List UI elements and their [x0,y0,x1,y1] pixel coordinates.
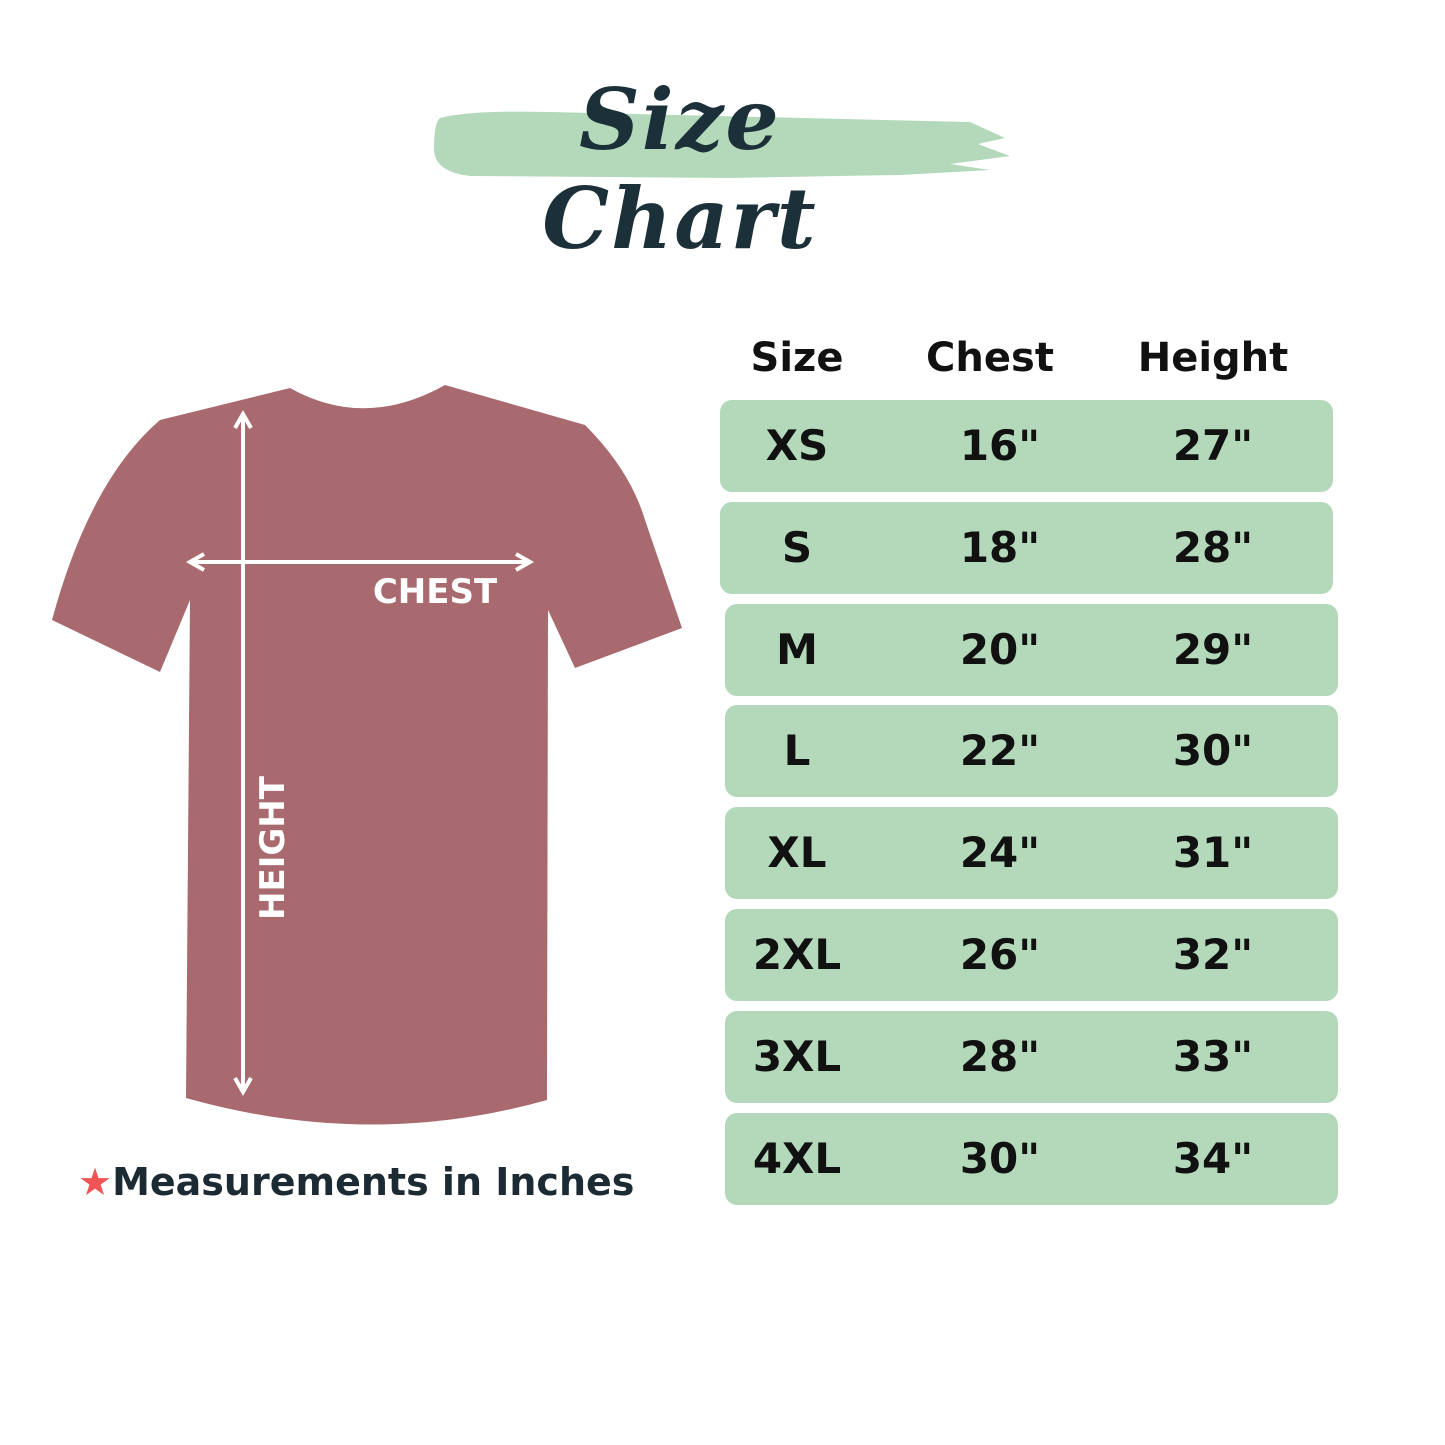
table-row: XS 16" 27" [720,400,1333,492]
header-height: Height [1137,335,1289,381]
cell-size: 4XL [752,1133,842,1183]
cell-size: XS [765,421,829,470]
cell-height: 28" [1172,522,1254,572]
cell-chest: 20" [959,624,1041,674]
cell-height: 29" [1172,624,1254,674]
cell-height: 27" [1172,421,1254,470]
table-row: S 18" 28" [720,501,1333,594]
cell-height: 31" [1172,828,1254,878]
star-icon: ★ [78,1160,113,1204]
cell-size: 3XL [752,1031,842,1081]
chest-arrow [185,552,535,572]
table-row: 3XL 28" 33" [725,1010,1338,1103]
note-text: Measurements in Inches [112,1160,635,1204]
cell-height: 32" [1172,930,1254,979]
table-row: XL 24" 31" [725,807,1338,900]
cell-size: 2XL [752,930,842,979]
tshirt-shape [52,385,682,1125]
cell-height: 33" [1172,1031,1254,1081]
chest-label: CHEST [373,572,498,612]
cell-size: XL [767,828,827,878]
header-size: Size [750,335,844,381]
height-label: HEIGHT [253,775,293,920]
tshirt-illustration: CHEST HEIGHT [52,385,682,1125]
header-chest: Chest [926,335,1054,381]
measurement-note: ★Measurements in Inches [78,1160,634,1204]
cell-chest: 22" [959,726,1041,776]
cell-chest: 18" [959,522,1041,572]
title-banner: Size Chart [430,60,1020,268]
cell-chest: 16" [959,421,1041,470]
cell-chest: 28" [959,1031,1041,1081]
table-row: M 20" 29" [725,603,1338,696]
table-row: L 22" 30" [725,705,1338,798]
table-row: 2XL 26" 32" [725,909,1338,1001]
cell-size: L [783,726,811,776]
cell-chest: 30" [959,1133,1041,1183]
cell-chest: 24" [959,828,1041,878]
cell-height: 30" [1172,726,1254,776]
page-title: Size Chart [542,70,818,268]
cell-chest: 26" [959,930,1041,979]
cell-size: M [776,624,818,674]
brush-stroke [434,111,1010,178]
cell-height: 34" [1172,1133,1254,1183]
height-arrow [233,409,253,1097]
cell-size: S [781,522,813,572]
table-row: 4XL 30" 34" [725,1112,1338,1205]
